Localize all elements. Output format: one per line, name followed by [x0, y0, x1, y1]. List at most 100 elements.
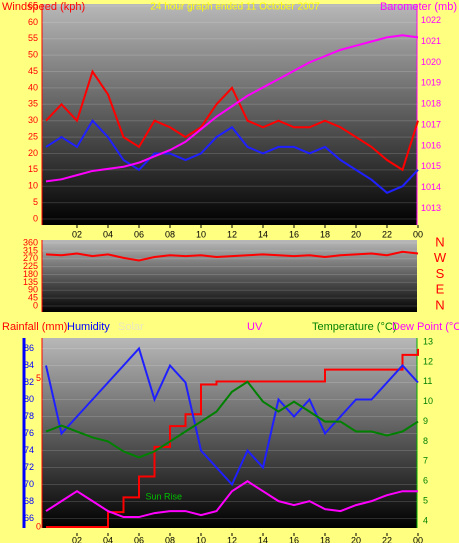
y-tick-label: 65	[28, 0, 38, 10]
y-axis-title: Windspeed (kph)	[2, 1, 85, 13]
legend-entry: Dew Point (°C)	[392, 321, 459, 333]
y-tick-label: 40	[28, 82, 38, 92]
y-tick-label: 5	[36, 373, 41, 383]
series-line	[45, 346, 419, 487]
x-tick-label: 06	[134, 535, 144, 543]
y-tick-label: N	[435, 234, 444, 249]
x-tick-label: 18	[320, 535, 330, 543]
y-tick-label: 1019	[421, 78, 441, 88]
series-line	[45, 250, 419, 262]
y-tick-label: 45	[28, 66, 38, 76]
y-tick-label: 50	[28, 50, 38, 60]
x-tick-label: 20	[351, 535, 361, 543]
y-tick-label: W	[434, 250, 447, 265]
x-tick-label: 16	[289, 229, 299, 239]
y-tick-label: 1016	[421, 140, 441, 150]
x-tick-label: 12	[227, 535, 237, 543]
y-tick-label: 45	[28, 293, 38, 303]
y-tick-label: 1018	[421, 99, 441, 109]
y-tick-label: 55	[28, 33, 38, 43]
y-tick-label: 0	[33, 213, 38, 223]
y2-axis-title: Barometer (mb)	[380, 1, 457, 13]
y-tick-label: 315	[23, 245, 38, 255]
y-tick-label: 8	[423, 436, 428, 446]
x-tick-label: 22	[382, 229, 392, 239]
y-tick-label: 6	[423, 476, 428, 486]
y-tick-label: 0	[33, 300, 38, 310]
series-line	[46, 348, 419, 528]
y-tick-label: 13	[423, 336, 433, 346]
x-tick-label: 00	[413, 229, 423, 239]
y-tick-label: 270	[23, 253, 38, 263]
y-tick-label: 84	[24, 360, 34, 370]
y-tick-label: 1021	[421, 36, 441, 46]
y-tick-label: 5	[33, 197, 38, 207]
y-tick-label: 20	[28, 148, 38, 158]
x-tick-label: 10	[196, 535, 206, 543]
y-tick-label: 1022	[421, 15, 441, 25]
y-tick-label: 30	[28, 115, 38, 125]
x-tick-label: 16	[289, 535, 299, 543]
x-tick-label: 14	[258, 229, 268, 239]
y-tick-label: 1015	[421, 161, 441, 171]
y-tick-label: 70	[24, 479, 34, 489]
y-tick-label: 5	[423, 496, 428, 506]
x-tick-label: 22	[382, 535, 392, 543]
y-tick-label: 360	[23, 237, 38, 247]
y-tick-label: 0	[36, 521, 41, 531]
y-tick-label: S	[436, 266, 445, 281]
y-tick-label: 1013	[421, 203, 441, 213]
legend-entry: Humidity	[67, 321, 110, 333]
y-tick-label: 1014	[421, 182, 441, 192]
x-tick-label: 20	[351, 229, 361, 239]
y-tick-label: E	[436, 282, 445, 297]
series-line	[45, 480, 418, 519]
y-tick-label: 25	[28, 131, 38, 141]
y-tick-label: 12	[423, 356, 433, 366]
y-tick-label: 35	[28, 99, 38, 109]
y-tick-label: 68	[24, 496, 34, 506]
y-tick-label: 10	[28, 181, 38, 191]
x-tick-label: 00	[413, 535, 423, 543]
legend-entry: Temperature (°C)	[312, 321, 396, 333]
series-line	[45, 69, 419, 172]
y-tick-label: 90	[28, 285, 38, 295]
x-tick-label: 04	[103, 229, 113, 239]
y-tick-label: 82	[24, 377, 34, 387]
y-tick-label: 72	[24, 462, 34, 472]
x-tick-label: 02	[72, 229, 82, 239]
x-tick-label: 02	[72, 535, 82, 543]
y-tick-label: 60	[28, 17, 38, 27]
x-tick-label: 06	[134, 229, 144, 239]
y-tick-label: 76	[24, 428, 34, 438]
y-tick-label: 66	[24, 513, 34, 523]
y-tick-label: N	[435, 297, 444, 312]
y-tick-label: 1020	[421, 57, 441, 67]
y-tick-label: 78	[24, 411, 34, 421]
y-tick-label: 1017	[421, 119, 441, 129]
y-tick-label: 86	[24, 343, 34, 353]
x-tick-label: 08	[165, 535, 175, 543]
x-tick-label: 04	[103, 535, 113, 543]
series-line	[45, 119, 419, 194]
y-tick-label: 11	[423, 376, 432, 386]
y-tick-label: 10	[423, 396, 433, 406]
y-tick-label: 225	[23, 261, 38, 271]
series-line	[45, 34, 419, 183]
annotation: Sun Rise	[146, 492, 183, 502]
x-tick-label: 18	[320, 229, 330, 239]
plot-background	[42, 240, 417, 312]
y-tick-label: 7	[423, 456, 428, 466]
plot-background	[42, 4, 417, 225]
y-tick-label: 135	[23, 277, 38, 287]
y-tick-label: 9	[423, 416, 428, 426]
legend-entry: Rainfall (mm)	[2, 321, 67, 333]
y-tick-label: 4	[423, 515, 428, 525]
legend-entry: UV	[247, 321, 263, 333]
chart-title: 24 hour graph ended 11 October 2007	[150, 2, 320, 13]
x-tick-label: 08	[165, 229, 175, 239]
series-line	[45, 380, 419, 459]
y-tick-label: 15	[28, 164, 38, 174]
y-tick-label: 180	[23, 269, 38, 279]
